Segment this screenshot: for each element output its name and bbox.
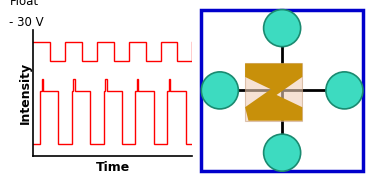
Polygon shape (245, 64, 302, 121)
Circle shape (201, 72, 238, 109)
Text: Float: Float (9, 0, 38, 8)
Y-axis label: Intensity: Intensity (19, 62, 32, 124)
Circle shape (263, 10, 301, 47)
Circle shape (263, 134, 301, 171)
Bar (245, 64, 302, 121)
X-axis label: Time: Time (96, 161, 130, 174)
Text: - 30 V: - 30 V (9, 16, 44, 29)
Circle shape (326, 72, 363, 109)
